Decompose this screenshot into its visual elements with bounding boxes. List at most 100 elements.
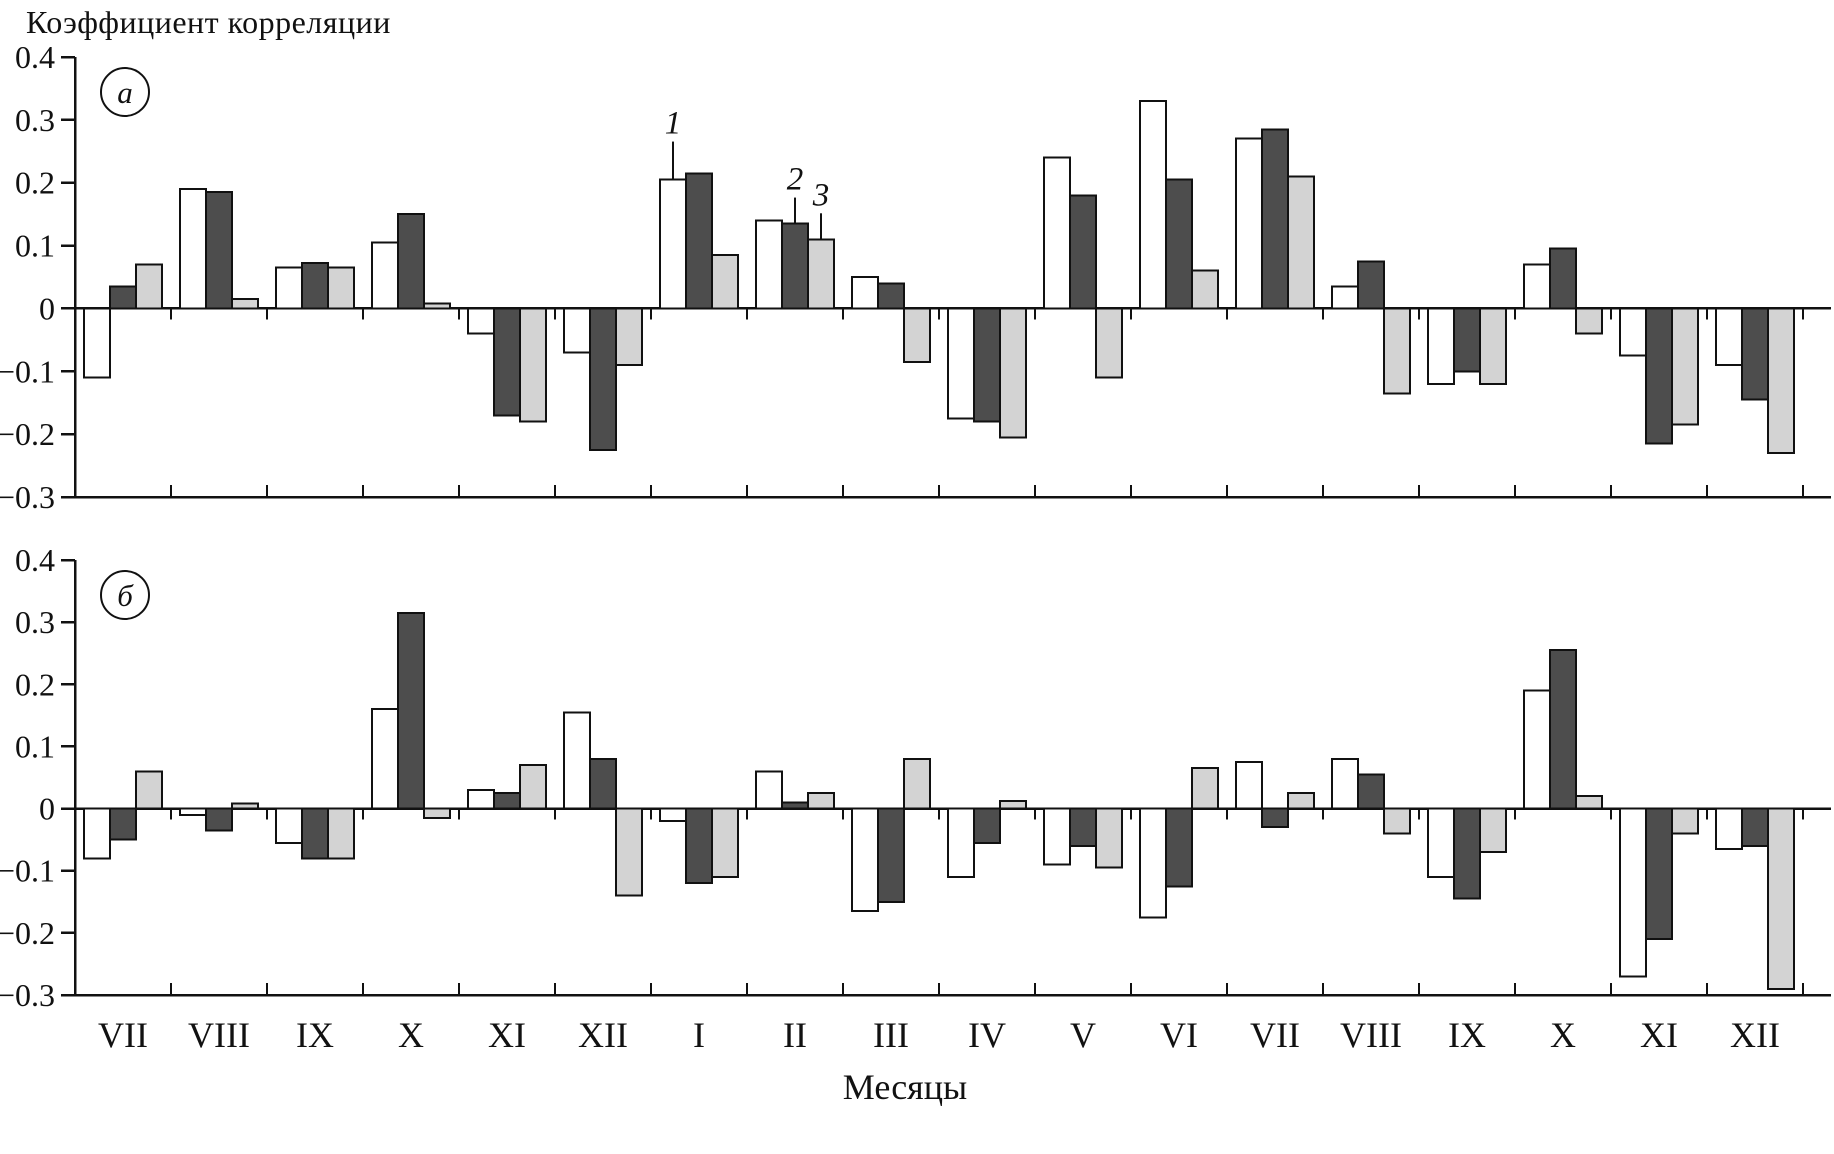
bar-panel-б-XI-series-3	[519, 764, 547, 810]
bar-panel-б-X-series-3	[423, 807, 451, 819]
bar-panel-б-IX-series-2	[1453, 807, 1481, 900]
bar-panel-а-VII-series-3	[1287, 175, 1315, 310]
bar-panel-а-VIII-series-1	[179, 188, 207, 310]
bar-panel-б-IX-series-3	[327, 807, 355, 860]
bar-panel-а-VI-series-1	[1139, 100, 1167, 310]
bar-panel-а-XII-series-1	[1715, 307, 1743, 366]
bar-panel-а-VIII-series-2	[205, 191, 233, 310]
bar-panel-б-VIII-series-2	[1357, 773, 1385, 810]
bar-panel-а-X-series-2	[397, 213, 425, 310]
series-annotation-3: 3	[812, 177, 830, 213]
bar-panel-б-XII-series-2	[1741, 807, 1769, 847]
bar-panel-а-I-series-2	[685, 172, 713, 310]
month-label: IX	[1448, 1015, 1486, 1055]
bar-panel-а-VI-series-2	[1165, 178, 1193, 310]
month-label: VII	[1250, 1015, 1300, 1055]
bar-panel-а-XII-series-2	[1741, 307, 1769, 401]
y-tick-label: 0.2	[15, 666, 55, 702]
bar-panel-б-V-series-1	[1043, 807, 1071, 866]
y-tick-label: 0	[39, 791, 55, 827]
panel-label-circle	[100, 67, 150, 117]
y-tick-label: 0	[39, 290, 55, 326]
bar-panel-а-VIII-series-2	[1357, 260, 1385, 310]
panel-label-б: б	[117, 578, 134, 613]
bar-panel-б-XI-series-2	[493, 792, 521, 810]
bar-panel-б-X-series-3	[1575, 795, 1603, 810]
bar-panel-б-VI-series-2	[1165, 807, 1193, 888]
bar-panel-а-X-series-2	[1549, 247, 1577, 310]
bar-panel-б-XI-series-2	[1645, 807, 1673, 941]
bar-panel-б-II-series-1	[755, 770, 783, 810]
bar-panel-а-VII-series-1	[83, 307, 111, 379]
bar-panel-а-XI-series-3	[519, 307, 547, 423]
bar-panel-а-VIII-series-3	[1383, 307, 1411, 395]
bar-panel-б-VII-series-3	[1287, 792, 1315, 810]
bar-panel-б-IX-series-1	[1427, 807, 1455, 878]
bar-panel-а-V-series-3	[1095, 307, 1123, 379]
bar-panel-б-VI-series-3	[1191, 767, 1219, 810]
bar-panel-б-IX-series-3	[1479, 807, 1507, 854]
bar-panel-б-VIII-series-3	[1383, 807, 1411, 835]
chart-title: Коэффициент корреляции	[26, 4, 391, 40]
bar-panel-а-XI-series-1	[467, 307, 495, 335]
month-label: X	[1550, 1015, 1576, 1055]
bar-panel-б-XII-series-3	[1767, 807, 1795, 990]
bar-panel-а-IX-series-1	[275, 266, 303, 310]
bar-panel-а-II-series-3	[807, 238, 835, 310]
bar-panel-б-III-series-3	[903, 757, 931, 810]
bar-panel-б-XII-series-3	[615, 807, 643, 897]
bar-panel-б-II-series-2	[781, 801, 809, 810]
panel-label-а: а	[117, 75, 133, 110]
bar-panel-б-III-series-2	[877, 807, 905, 903]
month-label: VII	[98, 1015, 148, 1055]
bar-panel-а-V-series-1	[1043, 156, 1071, 310]
x-axis-title: Месяцы	[842, 1067, 968, 1107]
bar-panel-б-V-series-3	[1095, 807, 1123, 869]
series-annotation-1: 1	[665, 106, 682, 142]
month-label: V	[1070, 1015, 1096, 1055]
bar-panel-б-XII-series-2	[589, 757, 617, 810]
y-tick-label: 0.3	[15, 604, 55, 640]
bar-panel-а-IV-series-1	[947, 307, 975, 420]
bar-panel-б-XI-series-1	[467, 788, 495, 810]
month-label: XII	[1730, 1015, 1780, 1055]
y-tick-label: −0.3	[0, 479, 55, 515]
bar-panel-а-III-series-1	[851, 276, 879, 310]
bar-panel-б-I-series-2	[685, 807, 713, 885]
bar-panel-б-VII-series-1	[83, 807, 111, 860]
bar-panel-а-IX-series-3	[327, 266, 355, 310]
month-label: III	[873, 1015, 909, 1055]
y-tick-label: −0.2	[0, 416, 55, 452]
panel-label-circle	[100, 570, 150, 620]
y-tick-label: 0.1	[15, 228, 55, 264]
bar-panel-б-I-series-3	[711, 807, 739, 878]
bar-panel-б-II-series-3	[807, 792, 835, 810]
bar-panel-а-XI-series-1	[1619, 307, 1647, 357]
bar-panel-б-X-series-1	[371, 708, 399, 810]
month-label: VI	[1160, 1015, 1198, 1055]
bar-panel-б-XII-series-1	[1715, 807, 1743, 850]
bar-panel-а-VII-series-2	[1261, 128, 1289, 310]
bar-panel-а-IX-series-1	[1427, 307, 1455, 385]
bar-panel-б-X-series-1	[1523, 689, 1551, 810]
bar-panel-а-XII-series-3	[615, 307, 643, 366]
bar-panel-б-VII-series-2	[109, 807, 137, 841]
y-tick-label: −0.1	[0, 853, 55, 889]
y-tick-label: 0.4	[15, 39, 55, 75]
bar-panel-б-IX-series-2	[301, 807, 329, 860]
month-label: VIII	[188, 1015, 250, 1055]
bar-panel-а-XI-series-2	[493, 307, 521, 417]
bar-panel-б-IV-series-1	[947, 807, 975, 878]
bar-panel-б-VIII-series-2	[205, 807, 233, 832]
bar-panel-б-IX-series-1	[275, 807, 303, 844]
bar-panel-а-I-series-3	[711, 254, 739, 310]
bar-panel-б-III-series-1	[851, 807, 879, 913]
month-label: VIII	[1340, 1015, 1402, 1055]
bar-panel-а-X-series-3	[423, 302, 451, 310]
month-label: XI	[488, 1015, 526, 1055]
bar-panel-б-IV-series-2	[973, 807, 1001, 844]
bar-panel-б-IV-series-3	[999, 800, 1027, 810]
bar-panel-б-V-series-2	[1069, 807, 1097, 847]
bar-panel-б-XII-series-1	[563, 711, 591, 810]
